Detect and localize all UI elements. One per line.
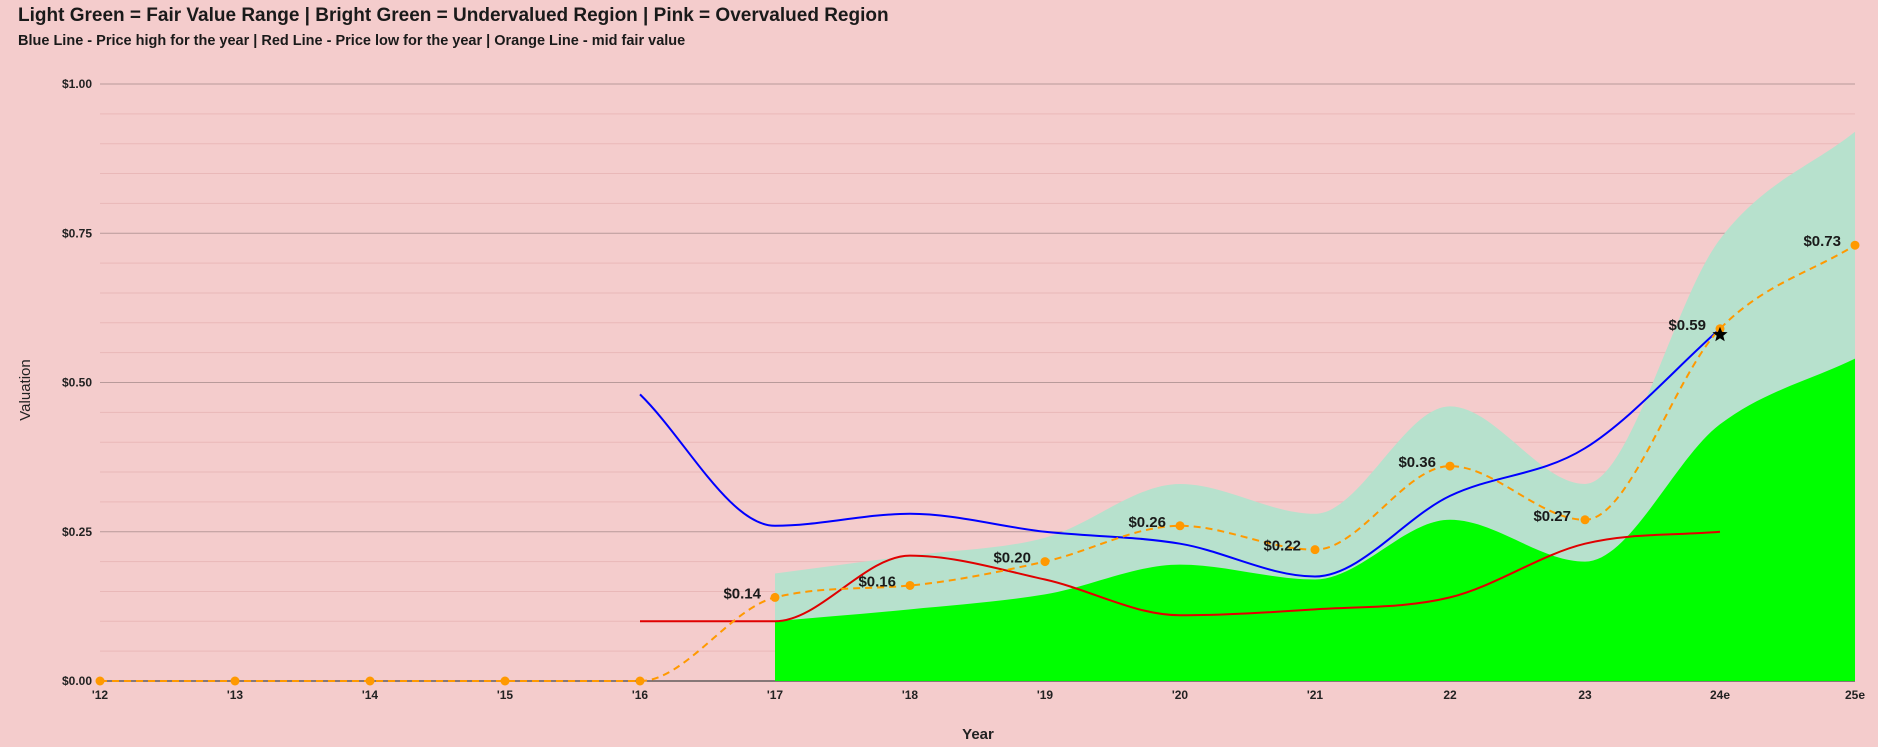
chart-title: Light Green = Fair Value Range | Bright … xyxy=(18,5,889,26)
data-label: $0.22 xyxy=(1263,538,1301,555)
data-label: $0.36 xyxy=(1398,454,1436,471)
x-tick-label: '16 xyxy=(632,688,649,702)
x-tick-label: 22 xyxy=(1443,688,1457,702)
undervalued-area xyxy=(775,358,1855,681)
x-tick-label: '15 xyxy=(497,688,514,702)
mid-fair-value-point xyxy=(1850,240,1860,250)
x-tick-labels: '12 '13 '14 '15 '16 '17 '18 '19 '20 '21 22 23 24e 25e xyxy=(92,688,1865,702)
x-tick-label: 25e xyxy=(1845,688,1865,702)
y-tick-label: $0.25 xyxy=(62,525,92,539)
mid-fair-value-point xyxy=(365,676,375,686)
y-tick-labels: $0.00 $0.25 $0.50 $0.75 $1.00 xyxy=(62,77,92,688)
mid-fair-value-point xyxy=(770,592,780,602)
mid-fair-value-point xyxy=(230,676,240,686)
x-tick-label: '19 xyxy=(1037,688,1054,702)
chart-subtitle: Blue Line - Price high for the year | Re… xyxy=(18,33,686,49)
x-tick-label: 24e xyxy=(1710,688,1730,702)
mid-fair-value-point xyxy=(500,676,510,686)
y-tick-label: $1.00 xyxy=(62,77,92,91)
area-layer xyxy=(775,131,1855,682)
data-label: $0.59 xyxy=(1668,317,1706,334)
mid-fair-value-point xyxy=(95,676,105,686)
mid-fair-value-point xyxy=(1445,461,1455,471)
point-layer xyxy=(95,240,1860,686)
mid-fair-value-point xyxy=(1310,545,1320,555)
mid-fair-value-line xyxy=(99,244,1856,683)
data-label-layer: $0.14 $0.16 $0.20 $0.26 $0.22 $0.36 $0.27 $0.59… xyxy=(723,233,1841,602)
x-tick-label: '17 xyxy=(767,688,784,702)
data-label: $0.20 xyxy=(993,550,1031,567)
x-tick-label: '21 xyxy=(1307,688,1324,702)
price-low-line xyxy=(640,530,1721,623)
y-axis-label: Valuation xyxy=(17,359,34,420)
mid-fair-value-point xyxy=(905,580,915,590)
x-tick-label: '12 xyxy=(92,688,109,702)
x-axis-label: Year xyxy=(962,726,994,743)
data-label: $0.73 xyxy=(1803,233,1841,250)
x-tick-label: '18 xyxy=(902,688,919,702)
x-tick-label: '20 xyxy=(1172,688,1189,702)
mid-fair-value-point xyxy=(1175,521,1185,531)
y-tick-label: $0.00 xyxy=(62,674,92,688)
data-label: $0.14 xyxy=(723,585,761,602)
data-label: $0.26 xyxy=(1128,514,1166,531)
mid-fair-value-point xyxy=(1040,557,1050,567)
line-layer xyxy=(99,244,1856,683)
mid-fair-value-point xyxy=(635,676,645,686)
data-label: $0.27 xyxy=(1533,508,1571,525)
x-tick-label: '14 xyxy=(362,688,379,702)
x-tick-label: '13 xyxy=(227,688,244,702)
x-tick-label: 23 xyxy=(1578,688,1592,702)
star-icon xyxy=(1712,326,1728,342)
y-tick-label: $0.75 xyxy=(62,226,92,240)
price-high-line xyxy=(639,328,1721,578)
mid-fair-value-point xyxy=(1580,515,1590,525)
y-tick-label: $0.50 xyxy=(62,376,92,390)
data-label: $0.16 xyxy=(858,573,896,590)
